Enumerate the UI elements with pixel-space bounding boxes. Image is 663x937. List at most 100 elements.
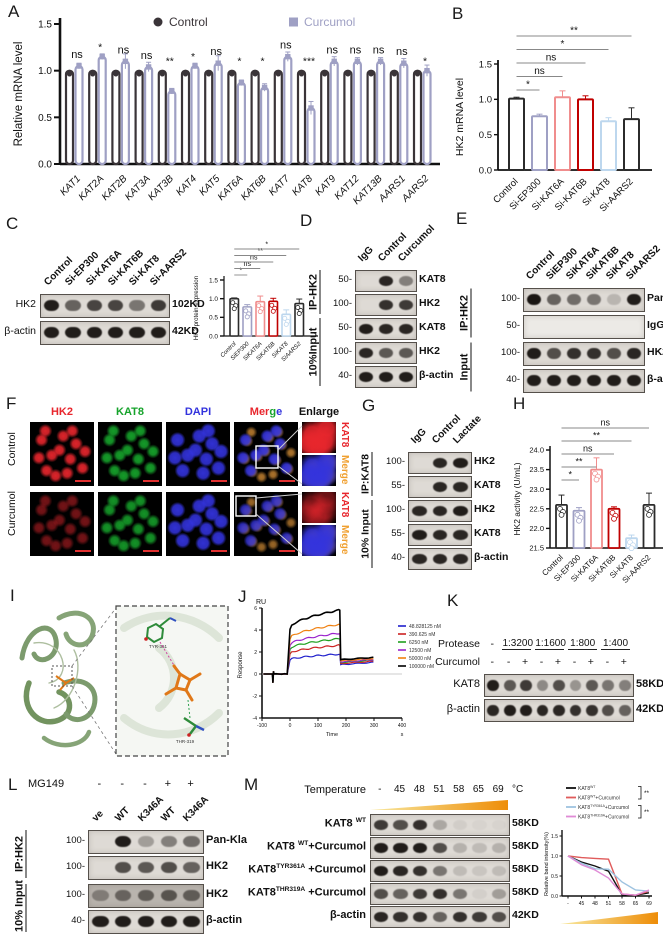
- band: [129, 327, 145, 339]
- text-decoration: RU: [256, 599, 266, 606]
- blot-strip: [408, 548, 472, 570]
- control-dot: [322, 71, 328, 77]
- text-decoration: 1.0: [479, 95, 492, 106]
- band: [413, 842, 428, 853]
- text-decoration: 6: [254, 606, 257, 612]
- curcumol-square: [377, 58, 384, 65]
- text-decoration: 12500 nM: [409, 648, 431, 654]
- band: [432, 911, 448, 922]
- blot-strip: [484, 674, 634, 697]
- control-dot: [182, 71, 189, 77]
- text-decoration: KAT6B: [239, 173, 269, 203]
- scale-bar: [142, 549, 159, 552]
- if-image-control-kat8: [98, 422, 162, 486]
- data-dot: [243, 308, 249, 314]
- row-right-label: Pan-Kla: [206, 834, 247, 846]
- band: [114, 890, 132, 902]
- bar-control-KAT7: [273, 69, 283, 166]
- text-decoration: -100: [257, 723, 267, 729]
- bar-control-KAT1: [64, 69, 75, 166]
- text-decoration: **: [570, 26, 578, 37]
- text-decoration: ns: [373, 44, 385, 56]
- polyline-decoration: [638, 786, 642, 800]
- text-decoration: ns: [600, 418, 610, 428]
- text-decoration: ns: [118, 44, 130, 56]
- band: [398, 371, 414, 382]
- temperature-value: 65: [472, 784, 484, 795]
- text-decoration: 0: [254, 672, 257, 678]
- text-decoration: 0.0: [479, 165, 492, 176]
- row-label: KAT8: [453, 677, 480, 690]
- panel-label-c: C: [6, 214, 19, 233]
- text-decoration: 1.0: [551, 854, 558, 860]
- control-dot: [252, 71, 258, 77]
- band: [114, 836, 132, 848]
- curcumol-square: [169, 88, 175, 94]
- text-decoration: 50000 nM: [409, 656, 431, 662]
- tspan-decoration: WT: [590, 785, 595, 789]
- ribbon-helix: [33, 642, 64, 684]
- band: [43, 300, 60, 312]
- ligand-stick: [178, 672, 192, 682]
- band: [626, 375, 642, 387]
- protease-dilution: 1:800: [568, 638, 598, 650]
- band: [160, 836, 177, 848]
- text-decoration: s: [401, 732, 404, 738]
- bar-curcumol-KAT1: [74, 64, 84, 166]
- band: [65, 327, 81, 339]
- band: [546, 375, 562, 387]
- text-decoration: 100: [314, 723, 323, 729]
- text-decoration: 65: [633, 901, 639, 907]
- band: [606, 294, 622, 306]
- lane-label: IgG: [356, 244, 376, 264]
- bar-control-KAT6B: [250, 69, 260, 166]
- data-dot: [230, 300, 236, 306]
- band: [358, 371, 374, 382]
- band: [183, 890, 200, 902]
- text-decoration: **: [644, 809, 650, 816]
- band: [566, 375, 582, 387]
- row-right-label: 42KD: [172, 325, 199, 337]
- header-letter: Mer: [249, 406, 270, 418]
- band: [472, 888, 487, 899]
- text-decoration: 0.5: [38, 113, 52, 124]
- band: [472, 842, 487, 853]
- melt-curve: [567, 855, 650, 892]
- band: [432, 842, 448, 853]
- row-label: β-actin: [446, 702, 480, 715]
- tspan-decoration: +Curcumol: [605, 814, 629, 820]
- band: [586, 348, 602, 360]
- temperature-unit: °C: [512, 784, 524, 795]
- control-dot: [229, 71, 235, 77]
- panel-label-i: I: [10, 586, 15, 605]
- text-decoration: ns: [326, 44, 338, 56]
- scale-bar: [210, 549, 227, 552]
- row-right-label: IgG: [647, 319, 663, 331]
- control-dot: [206, 71, 212, 77]
- band: [92, 916, 109, 928]
- text-decoration: 23.0: [529, 485, 544, 494]
- control-dot: [414, 71, 421, 77]
- panel-f-if-images: HK2 KAT8 DAPI Merge Enlarge Control KAT8 Merge C…: [4, 406, 362, 584]
- curcumol-square: [215, 60, 221, 66]
- blot-strip: [523, 315, 645, 339]
- ribbon-helix: [19, 625, 59, 663]
- band: [358, 347, 374, 358]
- band: [358, 323, 374, 334]
- mg149-sign: +: [187, 778, 194, 790]
- marker-label: 55-: [391, 528, 405, 539]
- blot-strip: [355, 294, 417, 316]
- panel-m-blot: Temperature - 45 48 51 58 65 69 °C 58KD KAT8 WT 58K…: [240, 778, 540, 936]
- ribbon-helix: [53, 649, 79, 709]
- band: [378, 371, 394, 382]
- row-label-curcumol: Curcumol: [6, 491, 18, 536]
- mg149-sign: -: [120, 778, 125, 790]
- bar-Si-EP300: [531, 115, 548, 171]
- panel-label-d: D: [300, 211, 313, 230]
- curcumol-square: [145, 64, 152, 70]
- control-dot: [345, 71, 351, 77]
- lane-label: ve: [90, 808, 107, 824]
- band: [452, 888, 467, 899]
- band: [492, 820, 506, 830]
